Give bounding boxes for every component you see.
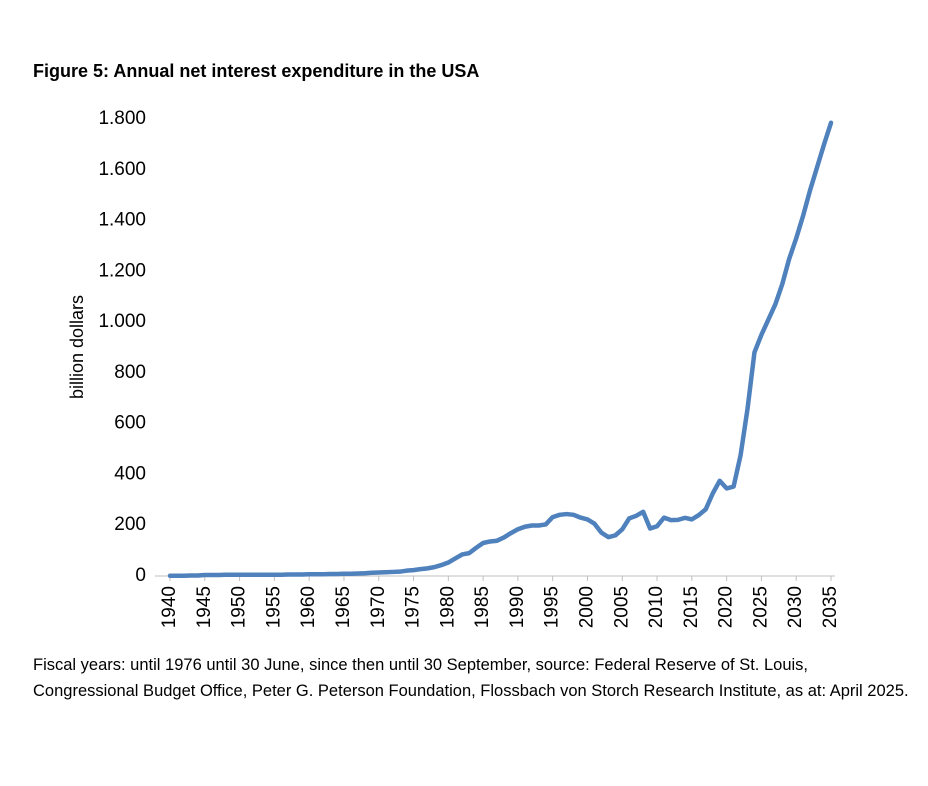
chart: Figure 5: Annual net interest expenditur…: [33, 61, 841, 629]
x-tick-label: 1965: [333, 586, 354, 628]
x-tick-label: 1940: [159, 586, 180, 628]
x-tick-label: 2035: [820, 586, 841, 628]
y-tick-label: 600: [114, 413, 146, 434]
x-tick-label: 1995: [542, 586, 563, 628]
data-line: [167, 120, 834, 578]
x-tick-label: 2015: [681, 586, 702, 628]
y-tick-label: 800: [114, 362, 146, 383]
x-tick-label: 1970: [368, 586, 389, 628]
x-tick-label: 2005: [611, 586, 632, 628]
y-tick-label: 1.200: [98, 260, 146, 281]
y-axis-label: billion dollars: [67, 295, 87, 399]
y-tick-label: 1.600: [98, 159, 146, 180]
x-tick-label: 1985: [472, 586, 493, 628]
x-tick-label: 1960: [298, 586, 319, 628]
x-tick-label: 2025: [750, 586, 771, 628]
y-tick-label: 1.000: [98, 311, 146, 332]
x-tick-label: 1980: [437, 586, 458, 628]
y-tick-label: 1.800: [98, 108, 146, 129]
x-tick-label: 2030: [785, 586, 806, 628]
footnote: Fiscal years: until 1976 until 30 June, …: [33, 656, 909, 700]
x-tick-label: 1945: [194, 586, 215, 628]
x-tick-label: 2020: [716, 586, 737, 628]
x-tick-label: 2010: [646, 586, 667, 628]
x-tick-label: 1955: [263, 586, 284, 628]
x-tick-label: 2000: [576, 586, 597, 628]
x-tick-label: 1950: [229, 586, 250, 628]
y-tick-label: 0: [135, 565, 146, 586]
y-tick-label: 400: [114, 463, 146, 484]
chart-title: Figure 5: Annual net interest expenditur…: [33, 61, 479, 81]
y-tick-label: 1.400: [98, 210, 146, 231]
y-tick-label: 200: [114, 514, 146, 535]
x-tick-label: 1990: [507, 586, 528, 628]
x-tick-label: 1975: [403, 586, 424, 628]
